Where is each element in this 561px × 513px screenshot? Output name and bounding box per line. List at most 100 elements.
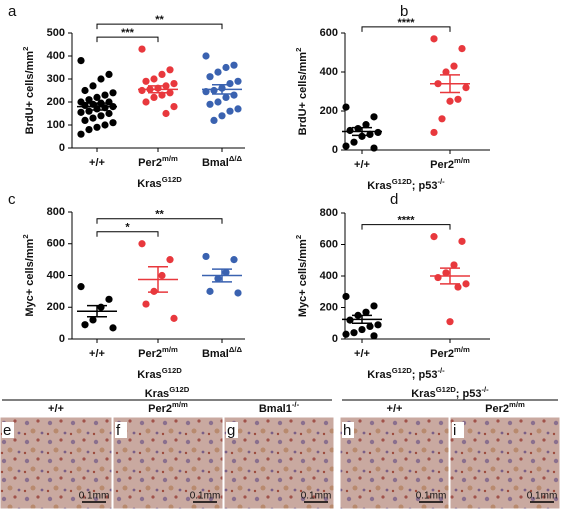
text-part: ; p53 bbox=[456, 388, 482, 400]
text-part: ; p53 bbox=[412, 180, 438, 192]
data-point bbox=[158, 70, 166, 78]
y-tick-label: 400 bbox=[320, 270, 338, 282]
micrograph bbox=[449, 416, 561, 510]
data-point bbox=[214, 68, 222, 76]
superscript: m/m bbox=[509, 400, 525, 409]
superscript: G12D bbox=[162, 366, 183, 375]
data-point bbox=[158, 271, 166, 280]
sem-bar bbox=[148, 266, 168, 293]
panel-letter: g bbox=[227, 422, 235, 439]
data-point bbox=[109, 119, 117, 127]
data-point bbox=[430, 128, 438, 137]
panel-letter: h bbox=[343, 422, 351, 439]
superscript: G12D bbox=[392, 366, 413, 375]
superscript: G12D bbox=[392, 177, 413, 186]
data-point bbox=[370, 332, 378, 340]
panel-letter: b bbox=[400, 3, 408, 20]
text-part: Bmal1 bbox=[259, 403, 292, 415]
y-tick-label: 800 bbox=[47, 206, 65, 218]
data-point bbox=[230, 91, 238, 99]
significance-bracket bbox=[96, 36, 159, 43]
data-point bbox=[170, 314, 178, 322]
data-point bbox=[214, 98, 222, 106]
data-point bbox=[142, 300, 150, 308]
data-point bbox=[206, 287, 214, 295]
data-point bbox=[202, 52, 210, 60]
text-part: Per2 bbox=[138, 348, 162, 360]
data-point bbox=[218, 112, 226, 120]
sem-bar bbox=[352, 126, 372, 137]
genotype-label: Bmal1-/- bbox=[259, 400, 300, 415]
genotype-label: +/+ bbox=[48, 403, 64, 415]
micrograph bbox=[112, 416, 224, 510]
text-part: Kras bbox=[367, 369, 391, 381]
panel-letter: f bbox=[116, 422, 121, 439]
significance-label: **** bbox=[397, 215, 415, 227]
y-tick-label: 0 bbox=[59, 333, 65, 345]
data-point bbox=[234, 105, 242, 113]
text-part: Kras bbox=[137, 178, 161, 190]
superscript: Δ/Δ bbox=[229, 345, 243, 354]
text-part: Kras bbox=[367, 180, 391, 192]
data-point bbox=[142, 77, 150, 85]
data-point bbox=[450, 62, 458, 70]
scale-bar-label: 0.1mm bbox=[79, 491, 110, 502]
text-part: Kras bbox=[411, 388, 435, 400]
data-point bbox=[101, 91, 109, 99]
y-tick-label: 0 bbox=[332, 144, 338, 156]
micrograph-letter-bg bbox=[2, 422, 14, 438]
data-point bbox=[234, 77, 242, 85]
data-point bbox=[166, 89, 174, 97]
group-title: KrasG12D bbox=[145, 385, 190, 400]
superscript: m/m bbox=[162, 154, 178, 163]
y-tick-label: 0 bbox=[332, 333, 338, 345]
text-part: Per2 bbox=[485, 403, 509, 415]
data-point bbox=[342, 103, 350, 111]
y-tick-label: 0 bbox=[59, 142, 65, 154]
data-point bbox=[234, 289, 242, 297]
y-tick-label: 600 bbox=[47, 238, 65, 250]
data-point bbox=[85, 107, 93, 115]
data-point bbox=[458, 237, 466, 245]
data-point bbox=[350, 138, 358, 146]
data-point bbox=[206, 100, 214, 108]
sem-bar bbox=[352, 314, 372, 324]
data-point bbox=[105, 295, 113, 303]
superscript: m/m bbox=[172, 400, 188, 409]
data-point bbox=[222, 268, 230, 276]
text-part: ; p53 bbox=[412, 369, 438, 381]
data-point bbox=[354, 124, 362, 133]
micrograph-letter-bg bbox=[452, 422, 464, 438]
data-point bbox=[138, 86, 146, 95]
x-tick-label: +/+ bbox=[354, 348, 370, 360]
data-point bbox=[105, 70, 113, 78]
superscript: 2 bbox=[294, 48, 303, 52]
sem-bar bbox=[212, 268, 232, 283]
data-point bbox=[81, 116, 89, 124]
significance-bracket bbox=[96, 218, 223, 224]
micrograph-letter-bg bbox=[342, 422, 354, 438]
data-point bbox=[230, 256, 238, 264]
x-tick-label: BmalΔ/Δ bbox=[202, 154, 243, 169]
text-part: Bmal bbox=[202, 157, 229, 169]
data-point bbox=[97, 112, 105, 120]
data-point bbox=[442, 269, 450, 277]
data-point bbox=[366, 130, 374, 138]
x-axis-label: KrasG12D; p53-/- bbox=[367, 177, 445, 192]
data-point bbox=[89, 316, 97, 324]
text-part: Per2 bbox=[138, 157, 162, 169]
data-point bbox=[430, 35, 438, 43]
data-point bbox=[226, 80, 234, 88]
micrograph bbox=[339, 416, 450, 510]
data-point bbox=[93, 123, 101, 131]
panel-letter: a bbox=[8, 3, 17, 20]
data-point bbox=[442, 68, 450, 76]
data-point bbox=[142, 98, 150, 106]
data-point bbox=[462, 280, 470, 288]
text-part: Bmal bbox=[202, 348, 229, 360]
data-point bbox=[81, 321, 89, 329]
data-point bbox=[342, 292, 350, 301]
scale-bar-label: 0.1mm bbox=[301, 491, 332, 502]
data-point bbox=[89, 82, 97, 90]
y-tick-label: 500 bbox=[47, 27, 65, 39]
